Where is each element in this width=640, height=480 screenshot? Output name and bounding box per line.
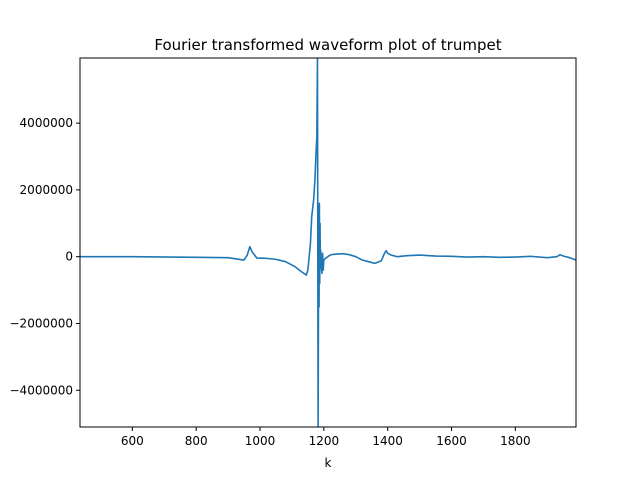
series-line-0 — [80, 58, 576, 427]
y-tick-label: 4000000 — [20, 116, 73, 130]
x-tick-label: 800 — [185, 434, 208, 448]
y-tick-label: −2000000 — [10, 316, 74, 330]
y-tick-label: 0 — [65, 250, 73, 264]
x-axis-label: k — [325, 456, 332, 470]
x-tick-label: 1400 — [372, 434, 403, 448]
plot-area-frame — [79, 57, 577, 428]
x-axis: 600 800 1000 1200 1400 1600 1800 — [121, 427, 531, 448]
x-tick-label: 1200 — [309, 434, 340, 448]
y-axis: −4000000 −2000000 0 2000000 4000000 — [10, 116, 80, 397]
y-tick-label: −4000000 — [10, 383, 74, 397]
x-tick-label: 1600 — [436, 434, 467, 448]
x-tick-label: 1000 — [245, 434, 276, 448]
x-tick-label: 600 — [121, 434, 144, 448]
x-tick-label: 1800 — [500, 434, 531, 448]
y-tick-label: 2000000 — [20, 183, 73, 197]
chart-title: Fourier transformed waveform plot of tru… — [154, 36, 501, 54]
